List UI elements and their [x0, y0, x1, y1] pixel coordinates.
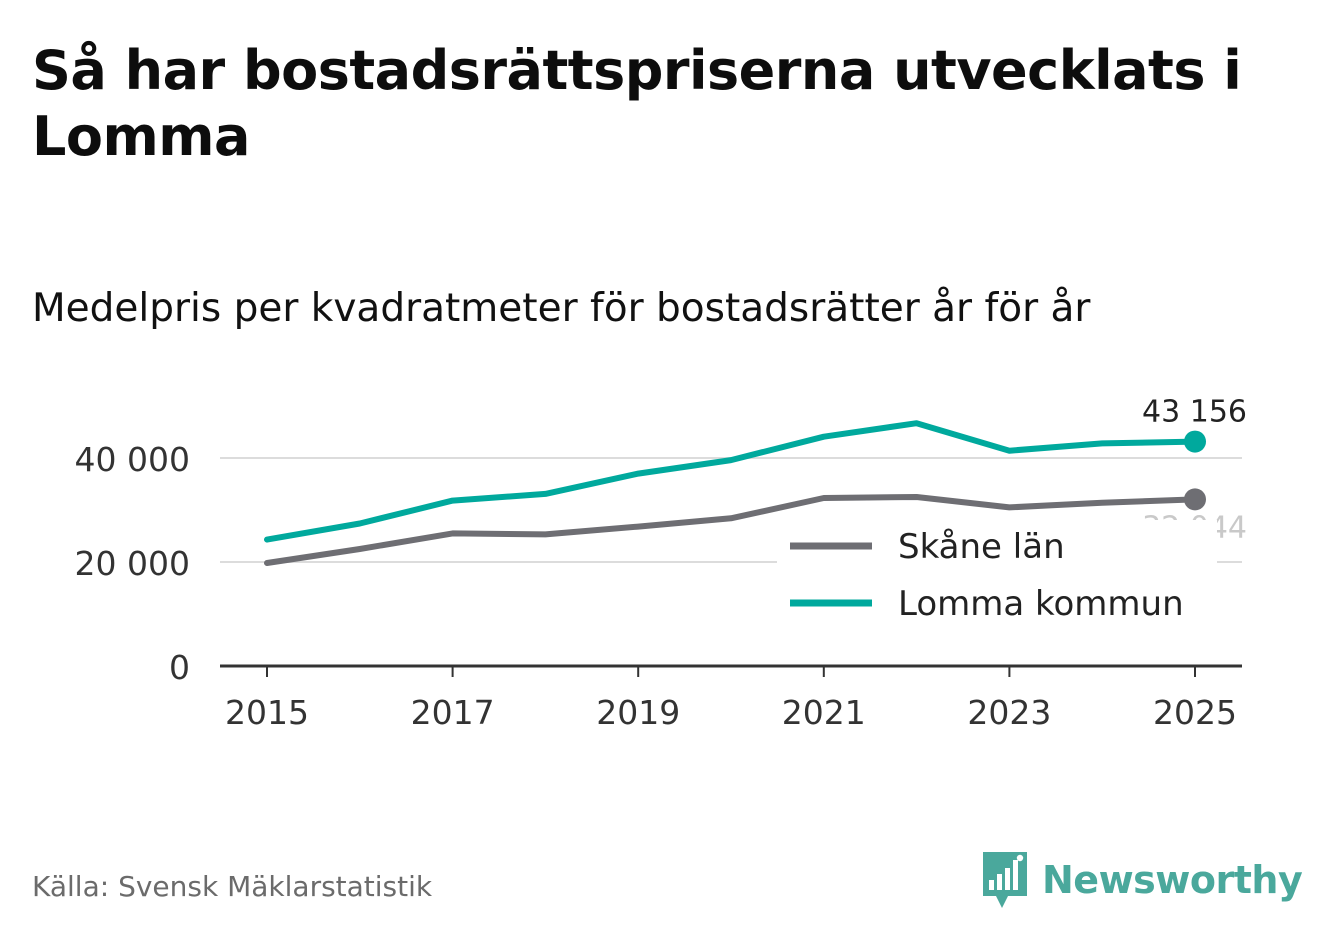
y-tick-label: 20 000: [75, 544, 190, 583]
x-tick-label: 2023: [967, 693, 1051, 732]
x-tick-label: 2015: [225, 693, 309, 732]
x-tick-label: 2025: [1153, 693, 1237, 732]
y-tick-label: 0: [169, 648, 190, 687]
x-tick-label: 2017: [411, 693, 495, 732]
legend-label-0: Skåne län: [898, 527, 1065, 567]
series-end-point-1: [1184, 430, 1206, 453]
x-axis: 2015 2017 2019 2021 2023 2025: [220, 664, 1242, 732]
chart-title: Så har bostadsrättspriserna utvecklats i…: [32, 39, 1242, 168]
series-lines: [264, 420, 1206, 566]
series-end-point-0: [1184, 488, 1206, 511]
legend: Skåne län Lomma kommun: [777, 520, 1217, 638]
y-axis-ticks: 0 20 000 40 000: [75, 440, 190, 687]
series-line-1: [264, 420, 1198, 543]
newsworthy-logo-icon: [983, 852, 1027, 908]
x-tick-label: 2019: [596, 693, 680, 732]
line-chart: 0 20 000 40 000 2015 2017 2019 2021 2023 2025 4…: [75, 395, 1247, 732]
x-tick-label: 2021: [782, 693, 866, 732]
legend-label-1: Lomma kommun: [898, 584, 1184, 624]
brand-name: Newsworthy: [1042, 858, 1303, 902]
brand-logo: Newsworthy: [980, 850, 1303, 910]
chart-subtitle: Medelpris per kvadratmeter för bostadsrä…: [32, 286, 1091, 331]
series-line-0: [264, 494, 1198, 566]
y-tick-label: 40 000: [75, 440, 190, 479]
source-note: Källa: Svensk Mäklarstatistik: [32, 870, 433, 903]
legend-background: [777, 520, 1217, 638]
end-label-lomma: 43 156: [1142, 395, 1247, 430]
